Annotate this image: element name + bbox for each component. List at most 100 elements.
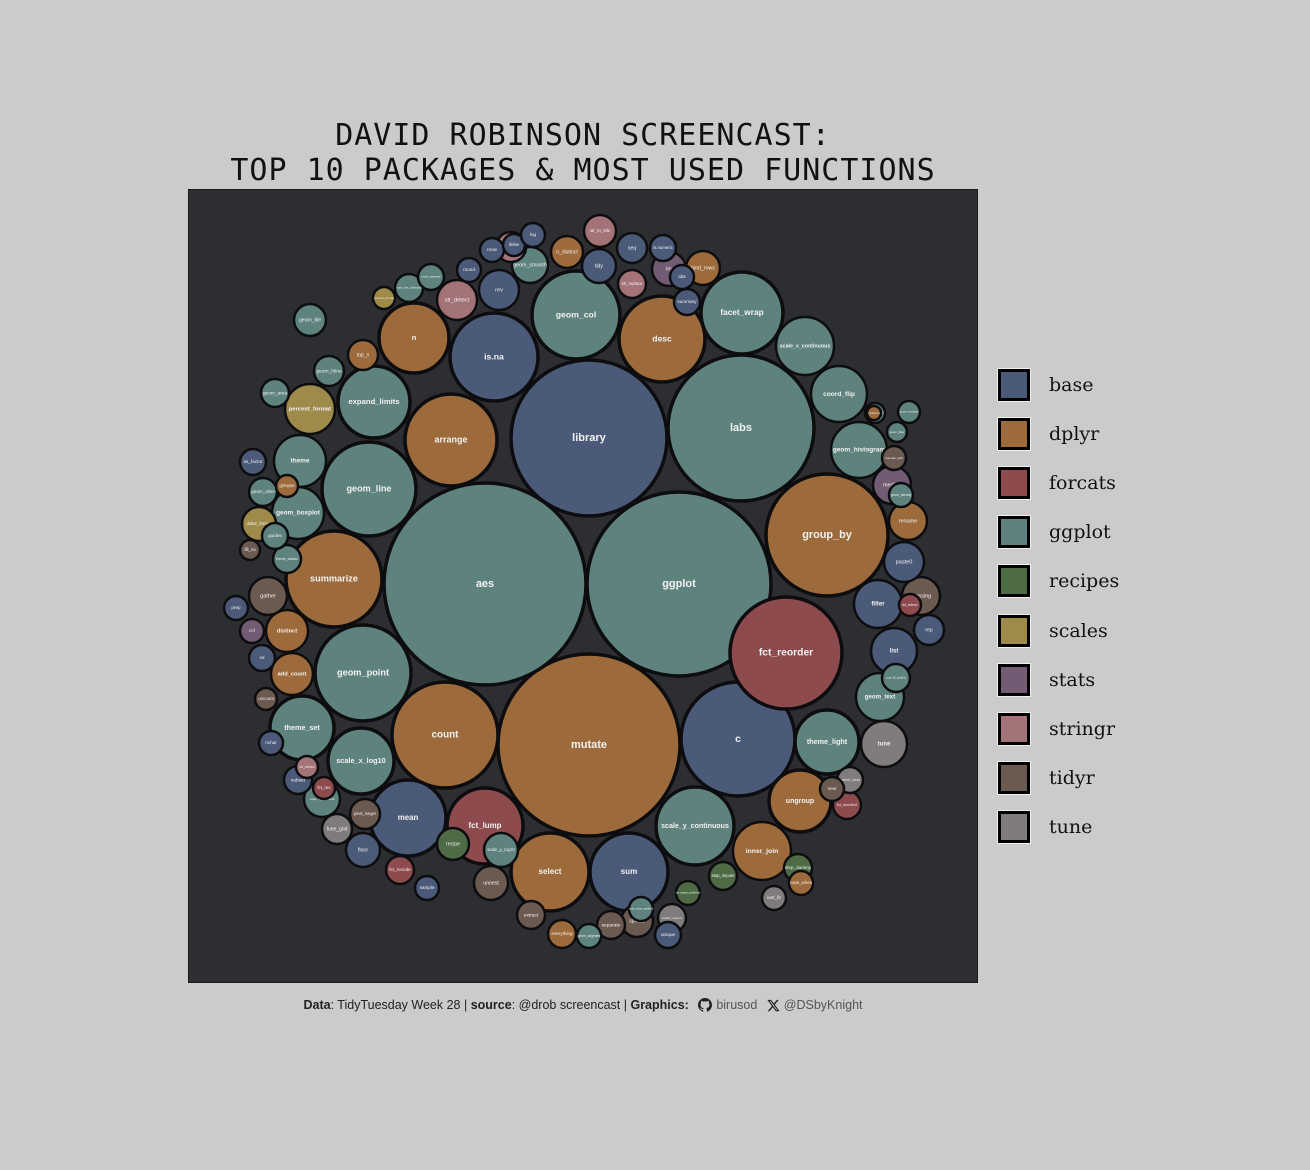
bubble-geom-vline: geom_vline — [247, 476, 279, 508]
bubble-gather: gather — [247, 575, 289, 617]
legend-swatch-tune — [997, 810, 1031, 845]
bubble-summary: summary — [672, 287, 702, 317]
bubble-label: scale_y_log10 — [487, 847, 515, 852]
bubble-label: expand_limits — [348, 397, 399, 406]
bubble-circle — [283, 382, 337, 436]
bubble-distinct: distinct — [264, 608, 310, 654]
bubble-circle — [482, 831, 520, 869]
bubble-circle — [292, 302, 328, 338]
bubble-fill-na: fill_na — [238, 538, 262, 562]
legend-label: dplyr — [1049, 422, 1100, 445]
bubble-label: tune_grid — [327, 826, 348, 832]
bubble-circle — [348, 797, 382, 831]
legend-item-dplyr: dplyr — [996, 409, 1256, 458]
legend-label: recipes — [1049, 570, 1120, 593]
bubble-circle — [320, 812, 354, 846]
bubble-label: ifelse — [509, 242, 520, 247]
bubble-label: inner_join — [746, 848, 778, 855]
bubble-rename: rename — [887, 500, 929, 542]
bubble-label: summarize — [310, 573, 358, 583]
bubble-scale-y-continuous: scale_y_continuous — [654, 785, 736, 867]
bubble-circle — [313, 623, 413, 723]
bubble-circle — [390, 680, 500, 790]
bubble-label: n — [412, 333, 417, 342]
bubble-label: library — [572, 432, 607, 444]
bubble-str-extract: str_extract — [294, 754, 320, 780]
legend-label: stringr — [1049, 717, 1116, 740]
bubble-scale-x-continuous: scale_x_continuous — [774, 315, 836, 377]
bubble-circle — [384, 854, 416, 886]
bubble-label: geom_line — [347, 483, 392, 493]
bubble-circle — [257, 729, 285, 757]
bubble-circle — [448, 311, 540, 403]
bubble-circle — [760, 884, 788, 912]
bubble-circle — [818, 775, 846, 803]
bubble-label: recipe — [446, 841, 460, 847]
bubble-label: geom_density — [891, 493, 912, 497]
bubble-label: sum — [621, 867, 638, 876]
bubble-label: geom_smooth — [513, 262, 547, 268]
bubble-label: scale_colour_gradient — [629, 908, 654, 911]
bubble-tune-grid: tune_grid — [320, 812, 354, 846]
bubble-circle — [515, 899, 547, 931]
bubble-label: percent_format — [289, 407, 331, 413]
bubble-circle — [580, 247, 618, 285]
bubble-label: floor — [358, 847, 368, 853]
bubble-label: geom_jitter — [890, 430, 905, 434]
bubble-log: log — [519, 221, 547, 249]
bubble-ungroup: ungroup — [767, 768, 833, 834]
legend-item-scales: scales — [996, 606, 1256, 655]
bubble-tidy: tidy — [580, 247, 618, 285]
bubble-theme-classic: theme_classic — [271, 543, 303, 575]
bubble-label: extract — [524, 912, 539, 918]
bubble-ccf: ccf — [238, 617, 266, 645]
caption-source-label: source — [470, 998, 512, 1012]
bubble-chart: mutate aes ggplot library labs group_byc fct_r… — [222, 213, 946, 950]
bubble-label: paste0 — [896, 559, 913, 565]
bubble-label: str_detect — [445, 297, 470, 303]
bubble-circle — [880, 444, 908, 472]
bubble-label: separate — [602, 922, 621, 928]
bubble-geom-jitter: geom_jitter — [885, 420, 909, 444]
bubble-facet-wrap: facet_wrap — [699, 270, 785, 356]
bubble-rev: rev — [477, 268, 521, 312]
bubble-label: last_fit — [767, 895, 781, 900]
bubble-fct-recode: fct_recode — [384, 854, 416, 886]
bubble-select: select — [509, 831, 591, 913]
bubble-label: nrow — [487, 247, 498, 252]
bubble-circle — [615, 231, 649, 265]
bubble-label: step_dummy — [785, 865, 812, 870]
bubble-as-factor: as_factor — [238, 447, 268, 477]
bubble-label: lm — [666, 266, 671, 272]
bubble-label: geom_area — [263, 390, 288, 396]
bubble-sum: sum — [588, 831, 670, 913]
bubble-nchar: nchar — [257, 729, 285, 757]
bubble-circle — [728, 595, 844, 711]
bubble-circle — [403, 392, 499, 488]
bubble-label: desc — [652, 333, 672, 343]
bubble-label: nchar — [265, 740, 277, 745]
bubble-circle — [519, 221, 547, 249]
bubble-geom-line: geom_line — [320, 440, 418, 538]
bubble-label: tidy — [595, 263, 603, 269]
bubble-label: c — [735, 734, 741, 745]
bubble-label: fct_reorder2 — [837, 803, 857, 807]
legend: base dplyr forcats ggplot recipes scales stats… — [996, 360, 1256, 852]
caption-source-text: : @drob screencast | — [511, 998, 631, 1012]
legend-swatch-dplyr — [997, 416, 1031, 451]
bubble-label: geom_col — [556, 309, 597, 319]
bubble-circle — [238, 447, 268, 477]
bubble-recipe: recipe — [435, 826, 471, 862]
bubble-label: coord_flip — [823, 391, 855, 398]
bubble-str-replace: str_replace — [616, 268, 648, 300]
bubble-label: geom_text — [865, 694, 895, 701]
legend-swatch-forcats — [997, 465, 1031, 500]
bubble-label: fill_na — [244, 547, 256, 552]
bubble-label: list — [890, 649, 899, 655]
bubble-label: log — [530, 232, 537, 237]
bubble-label: n_distinct — [556, 249, 578, 255]
bubble-label: fct_rev — [317, 785, 331, 790]
bubble-label: fct_relevel — [902, 603, 917, 607]
bubble-summarize: summarize — [284, 529, 384, 629]
bubble-label: theme — [291, 458, 310, 465]
